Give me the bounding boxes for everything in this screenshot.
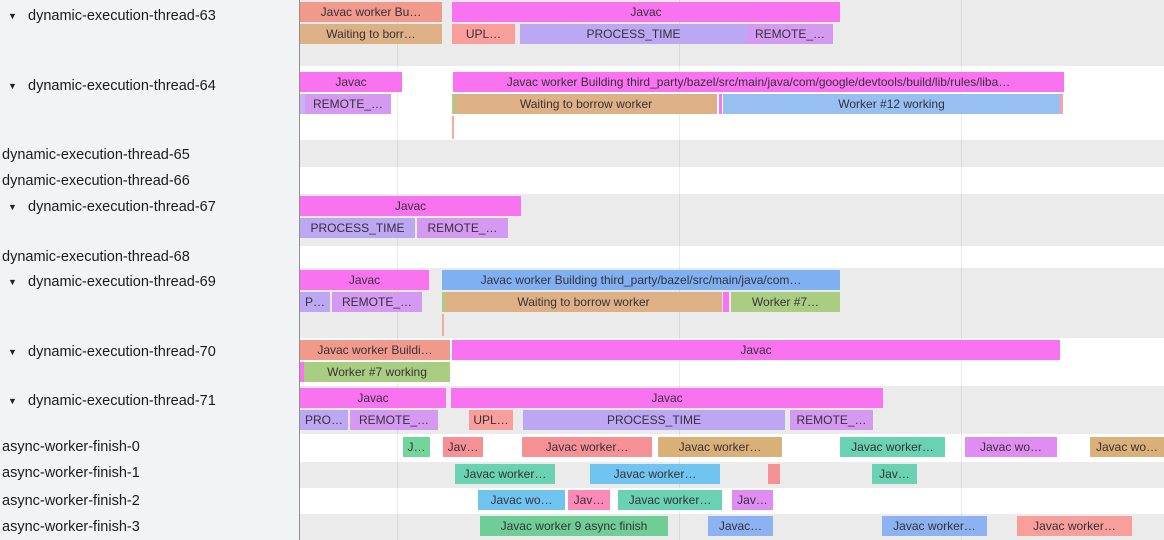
track-name-label: dynamic-execution-thread-69: [28, 274, 216, 290]
sidebar-track-row[interactable]: dynamic-execution-thread-65: [0, 144, 300, 166]
trace-instant-tick[interactable]: [442, 314, 444, 336]
trace-slice[interactable]: [1060, 94, 1063, 114]
trace-slice[interactable]: Javac worker…: [455, 464, 555, 484]
trace-slice[interactable]: UPL…: [469, 410, 513, 430]
trace-slice[interactable]: [300, 94, 305, 114]
trace-slice[interactable]: Waiting to borrow worker: [455, 94, 717, 114]
expand-triangle-icon[interactable]: ▼: [8, 347, 17, 357]
trace-slice[interactable]: PRO…: [300, 410, 348, 430]
trace-slice[interactable]: PROCESS_TIME: [300, 218, 415, 238]
trace-slice[interactable]: Javac worker…: [1017, 516, 1132, 536]
sidebar-track-row[interactable]: ▼ dynamic-execution-thread-69: [0, 271, 298, 293]
trace-slice[interactable]: Javac: [452, 340, 1060, 360]
trace-slice[interactable]: REMOTE_…: [417, 218, 508, 238]
sidebar-track-row[interactable]: async-worker-finish-2: [0, 490, 300, 512]
trace-slice[interactable]: J…: [403, 437, 430, 457]
sidebar-track-row[interactable]: async-worker-finish-1: [0, 462, 300, 484]
trace-slice[interactable]: REMOTE_…: [747, 24, 833, 44]
trace-slice[interactable]: Javac worker 9 async finish: [480, 516, 668, 536]
trace-slice[interactable]: Jav…: [872, 464, 917, 484]
expand-triangle-icon[interactable]: ▼: [8, 396, 17, 406]
sidebar-track-row[interactable]: async-worker-finish-0: [0, 436, 300, 458]
trace-slice[interactable]: REMOTE_…: [350, 410, 438, 430]
trace-slice[interactable]: Javac worker Bu…: [300, 2, 442, 22]
track-name-label: dynamic-execution-thread-67: [28, 199, 216, 215]
trace-slice[interactable]: Javac…: [708, 516, 773, 536]
trace-instant-tick[interactable]: [452, 116, 454, 139]
expand-triangle-icon[interactable]: ▼: [8, 11, 17, 21]
trace-slice[interactable]: [300, 362, 304, 382]
trace-slice[interactable]: Javac worker Building third_party/bazel/…: [442, 270, 840, 290]
trace-slice[interactable]: P…: [300, 292, 330, 312]
trace-slice[interactable]: Javac worker…: [658, 437, 782, 457]
trace-slice[interactable]: Waiting to borr…: [300, 24, 442, 44]
trace-slice[interactable]: Javac: [452, 2, 840, 22]
trace-slice[interactable]: Javac worker Buildi…: [300, 340, 450, 360]
trace-slice[interactable]: [723, 292, 729, 312]
trace-slice[interactable]: Jav…: [443, 437, 483, 457]
track-name-label: dynamic-execution-thread-71: [28, 393, 216, 409]
trace-slice[interactable]: Javac: [451, 388, 883, 408]
timeline-row-band: [300, 140, 1164, 167]
track-sidebar: ▼ dynamic-execution-thread-63 ▼ dynamic-exe…: [0, 0, 300, 540]
trace-slice[interactable]: PROCESS_TIME: [520, 24, 747, 44]
sidebar-track-row[interactable]: dynamic-execution-thread-68: [0, 246, 300, 268]
sidebar-track-row[interactable]: ▼ dynamic-execution-thread-70: [0, 341, 298, 363]
timeline[interactable]: Javac worker Bu… Javac Waiting to borr… UPL…: [300, 0, 1164, 540]
track-name-label: dynamic-execution-thread-66: [2, 173, 190, 189]
trace-slice[interactable]: Javac worker…: [618, 490, 722, 510]
sidebar-track-row[interactable]: ▼ dynamic-execution-thread-71: [0, 390, 298, 412]
trace-slice[interactable]: Javac worker…: [882, 516, 987, 536]
trace-slice[interactable]: Jav…: [568, 490, 610, 510]
track-name-label: async-worker-finish-1: [2, 465, 140, 481]
trace-slice[interactable]: UPL…: [452, 24, 515, 44]
track-name-label: dynamic-execution-thread-64: [28, 78, 216, 94]
trace-slice[interactable]: REMOTE_…: [790, 410, 873, 430]
trace-slice[interactable]: Javac: [300, 72, 402, 92]
track-name-label: dynamic-execution-thread-63: [28, 8, 216, 24]
trace-slice[interactable]: Javac worker Building third_party/bazel/…: [453, 72, 1064, 92]
expand-triangle-icon[interactable]: ▼: [8, 277, 17, 287]
sidebar-track-row[interactable]: ▼ dynamic-execution-thread-63: [0, 5, 298, 27]
trace-slice[interactable]: Javac worker…: [840, 437, 945, 457]
trace-slice[interactable]: Javac worker…: [522, 437, 652, 457]
sidebar-track-row[interactable]: ▼ dynamic-execution-thread-64: [0, 75, 298, 97]
sidebar-track-row[interactable]: async-worker-finish-3: [0, 516, 300, 538]
expand-triangle-icon[interactable]: ▼: [8, 202, 17, 212]
trace-slice[interactable]: [768, 464, 780, 484]
trace-slice[interactable]: Javac wo…: [1090, 437, 1164, 457]
track-name-label: dynamic-execution-thread-70: [28, 344, 216, 360]
sidebar-track-row[interactable]: dynamic-execution-thread-66: [0, 170, 300, 192]
track-name-label: dynamic-execution-thread-65: [2, 147, 190, 163]
trace-slice[interactable]: Worker #12 working: [723, 94, 1060, 114]
track-name-label: async-worker-finish-0: [2, 439, 140, 455]
sidebar-track-row[interactable]: ▼ dynamic-execution-thread-67: [0, 196, 298, 218]
timeline-row-band: [300, 462, 1164, 488]
time-gridline: [961, 0, 962, 540]
trace-slice[interactable]: Javac: [300, 270, 429, 290]
timeline-row-band: [300, 246, 1164, 268]
trace-slice[interactable]: Worker #7 working: [304, 362, 450, 382]
trace-slice[interactable]: REMOTE_…: [332, 292, 422, 312]
trace-slice[interactable]: Javac worker…: [590, 464, 720, 484]
track-name-label: async-worker-finish-3: [2, 519, 140, 535]
track-name-label: async-worker-finish-2: [2, 493, 140, 509]
trace-slice[interactable]: Javac: [300, 196, 521, 216]
trace-slice[interactable]: PROCESS_TIME: [523, 410, 785, 430]
trace-slice[interactable]: [719, 94, 722, 114]
trace-slice[interactable]: Javac wo…: [965, 437, 1057, 457]
trace-slice[interactable]: Worker #7…: [731, 292, 840, 312]
expand-triangle-icon[interactable]: ▼: [8, 81, 17, 91]
trace-slice[interactable]: [452, 94, 455, 114]
trace-slice[interactable]: REMOTE_…: [305, 94, 391, 114]
trace-slice[interactable]: Javac wo…: [478, 490, 565, 510]
trace-slice[interactable]: [442, 292, 445, 312]
timeline-row-band: [300, 167, 1164, 194]
track-name-label: dynamic-execution-thread-68: [2, 249, 190, 265]
trace-slice[interactable]: Jav…: [732, 490, 773, 510]
trace-slice[interactable]: Javac: [300, 388, 446, 408]
trace-slice[interactable]: Waiting to borrow worker: [445, 292, 722, 312]
